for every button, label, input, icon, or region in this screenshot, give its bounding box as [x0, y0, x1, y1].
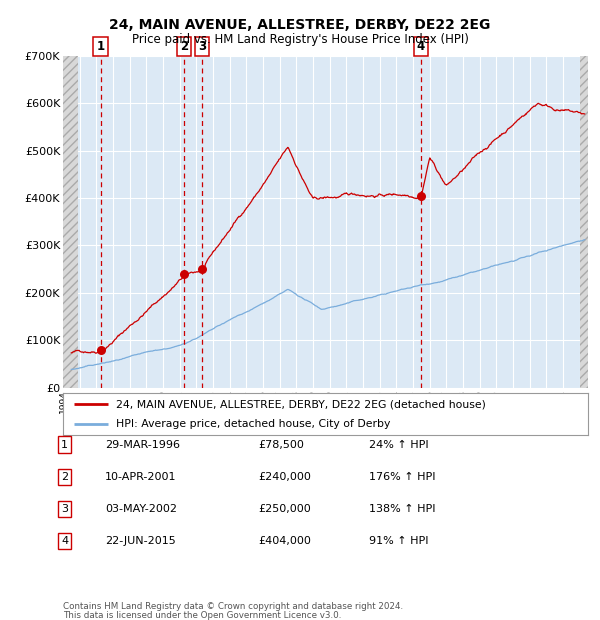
Text: 4: 4 — [417, 40, 425, 53]
Text: £250,000: £250,000 — [258, 504, 311, 514]
Text: 3: 3 — [198, 40, 206, 53]
Text: 29-MAR-1996: 29-MAR-1996 — [105, 440, 180, 450]
Text: 1: 1 — [97, 40, 104, 53]
Text: 24, MAIN AVENUE, ALLESTREE, DERBY, DE22 2EG: 24, MAIN AVENUE, ALLESTREE, DERBY, DE22 … — [109, 18, 491, 32]
Text: 138% ↑ HPI: 138% ↑ HPI — [369, 504, 436, 514]
Text: Price paid vs. HM Land Registry's House Price Index (HPI): Price paid vs. HM Land Registry's House … — [131, 33, 469, 45]
Text: 2: 2 — [61, 472, 68, 482]
Text: 22-JUN-2015: 22-JUN-2015 — [105, 536, 176, 546]
Text: £240,000: £240,000 — [258, 472, 311, 482]
Text: HPI: Average price, detached house, City of Derby: HPI: Average price, detached house, City… — [115, 419, 390, 429]
Text: This data is licensed under the Open Government Licence v3.0.: This data is licensed under the Open Gov… — [63, 611, 341, 619]
Text: £404,000: £404,000 — [258, 536, 311, 546]
Text: 176% ↑ HPI: 176% ↑ HPI — [369, 472, 436, 482]
Text: 10-APR-2001: 10-APR-2001 — [105, 472, 176, 482]
Text: 91% ↑ HPI: 91% ↑ HPI — [369, 536, 428, 546]
Text: 4: 4 — [61, 536, 68, 546]
Text: 24% ↑ HPI: 24% ↑ HPI — [369, 440, 428, 450]
Text: Contains HM Land Registry data © Crown copyright and database right 2024.: Contains HM Land Registry data © Crown c… — [63, 602, 403, 611]
Text: 24, MAIN AVENUE, ALLESTREE, DERBY, DE22 2EG (detached house): 24, MAIN AVENUE, ALLESTREE, DERBY, DE22 … — [115, 399, 485, 409]
Text: 2: 2 — [180, 40, 188, 53]
Text: £78,500: £78,500 — [258, 440, 304, 450]
Text: 03-MAY-2002: 03-MAY-2002 — [105, 504, 177, 514]
Text: 3: 3 — [61, 504, 68, 514]
Text: 1: 1 — [61, 440, 68, 450]
